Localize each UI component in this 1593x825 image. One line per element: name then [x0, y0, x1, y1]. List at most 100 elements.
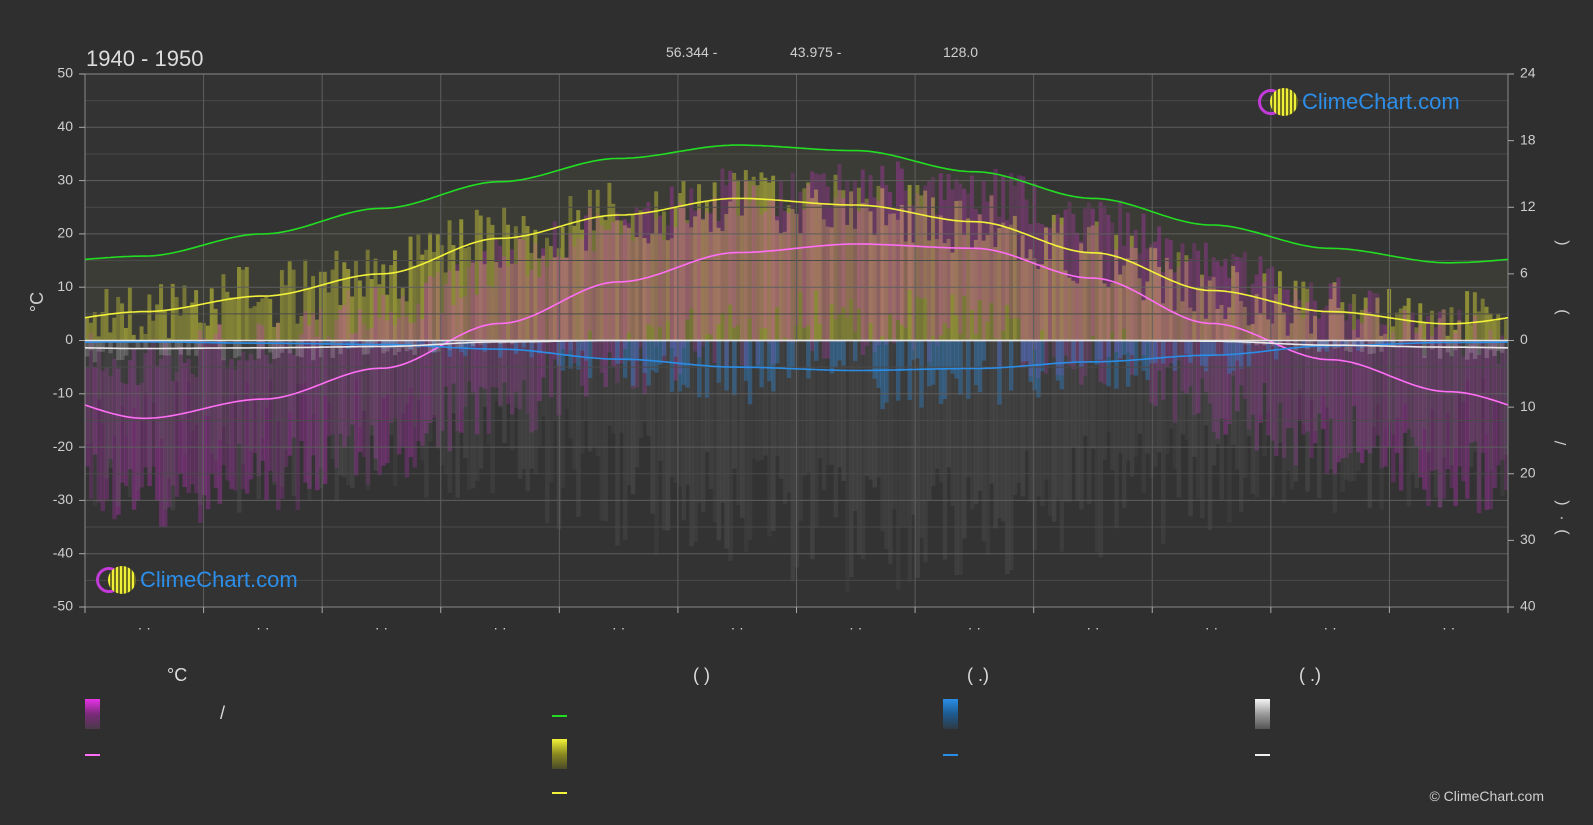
- snow-bar: [272, 340, 277, 359]
- daylight-bar: [1285, 241, 1291, 341]
- sunshine-bar: [381, 264, 386, 341]
- precipitation-bar: [1277, 340, 1283, 443]
- snow-bar: [276, 340, 281, 358]
- precipitation-bar: [623, 340, 628, 541]
- precipitation-bar: [849, 340, 854, 578]
- sunshine-bar: [1012, 215, 1018, 341]
- precipitation-bar: [1235, 340, 1240, 470]
- sunshine-bar: [966, 218, 971, 341]
- sunshine-line: [84, 197, 1509, 325]
- rain-bar: [365, 340, 371, 344]
- snow-bar: [221, 340, 226, 361]
- sunshine-bar: [1391, 326, 1396, 341]
- sunshine-bar: [116, 296, 121, 341]
- daylight-bar: [743, 145, 749, 341]
- rain-bar: [420, 340, 425, 345]
- daylight-bar: [1067, 195, 1072, 341]
- temperature-range-bar: [1359, 323, 1365, 464]
- temperature-range-bar: [1352, 329, 1357, 407]
- daylight-bar: [1332, 248, 1338, 341]
- precipitation-bar: [1200, 340, 1205, 519]
- sunshine-bar: [1453, 329, 1458, 341]
- rain-bar: [1020, 340, 1026, 362]
- precipitation-bar: [525, 340, 531, 492]
- daylight-bar: [1125, 203, 1131, 341]
- temperature-range-bar: [584, 215, 589, 397]
- daylight-bar: [221, 239, 226, 341]
- daylight-bar: [1324, 248, 1330, 341]
- temperature-range-bar: [1293, 289, 1299, 466]
- precipitation-bar: [92, 340, 98, 507]
- daylight-bar: [611, 158, 616, 341]
- temperature-range-bar: [849, 191, 854, 300]
- rain-bar: [661, 340, 667, 356]
- sunshine-bar: [112, 317, 117, 341]
- daylight-bar: [1488, 260, 1494, 341]
- daylight-bar: [802, 148, 807, 341]
- brand-logo-top[interactable]: ClimeChart.com: [1258, 88, 1460, 116]
- sunshine-bar: [1098, 251, 1104, 341]
- daylight-bar: [279, 232, 285, 341]
- precipitation-bar: [1258, 340, 1263, 416]
- sunshine-bar: [1133, 247, 1139, 341]
- sunshine-bar: [1172, 310, 1178, 341]
- precipitation-bar: [1125, 340, 1131, 461]
- precipitation-bar: [700, 340, 706, 513]
- daylight-bar: [892, 155, 897, 341]
- sunshine-bar: [704, 201, 710, 341]
- precipitation-bar: [318, 340, 324, 489]
- temperature-range-bar: [213, 334, 219, 488]
- rain-bar: [915, 340, 920, 359]
- month-tick-label: · ·: [138, 620, 151, 636]
- precipitation-bar: [1122, 340, 1127, 509]
- precipitation-bar: [1418, 340, 1423, 450]
- precipitation-bar: [451, 340, 456, 414]
- temperature-range-bar: [969, 175, 975, 311]
- rain-bar: [724, 340, 729, 391]
- precipitation-bar: [1352, 340, 1357, 482]
- precipitation-bar: [790, 340, 796, 582]
- rain-bar: [1114, 340, 1119, 389]
- sunshine-bar: [490, 224, 495, 341]
- precipitation-bar: [845, 340, 850, 592]
- rain-bar: [521, 340, 527, 348]
- sunshine-bar: [1472, 292, 1478, 341]
- sunshine-bar: [591, 230, 597, 341]
- precipitation-bar: [533, 340, 538, 475]
- temperature-range-bar: [1118, 200, 1123, 360]
- daylight-bar: [1367, 252, 1373, 341]
- temperature-range-bar: [1137, 253, 1143, 341]
- temperature-range-bar: [431, 277, 437, 419]
- snow-bar: [268, 340, 273, 353]
- temperature-range-bar: [1028, 224, 1033, 377]
- daylight-bar: [969, 171, 975, 341]
- sunshine-bar: [404, 301, 410, 341]
- temperature-range-bar: [1457, 309, 1462, 467]
- snow-bar: [1453, 340, 1458, 351]
- precipitation-bar: [1063, 340, 1069, 502]
- sunshine-bar: [837, 190, 842, 341]
- sunshine-bar: [1203, 318, 1209, 341]
- temperature-range-bar: [498, 245, 503, 406]
- rain-bar: [580, 340, 585, 351]
- daylight-bar: [771, 146, 776, 341]
- snow-bar: [330, 340, 336, 358]
- daylight-bar: [412, 203, 417, 341]
- temperature-range-bar: [88, 333, 94, 499]
- temperature-range-bar: [1301, 318, 1306, 435]
- temperature-range-bar: [1375, 293, 1380, 436]
- temperature-range-bar: [338, 309, 343, 434]
- daylight-bar: [880, 153, 885, 341]
- precipitation-bar: [759, 340, 764, 460]
- temperature-range-bar: [1235, 256, 1240, 412]
- precipitation-bar: [1383, 340, 1388, 429]
- temperature-range-bar: [533, 243, 538, 431]
- rain-bar: [650, 340, 655, 371]
- brand-logo-bottom[interactable]: ClimeChart.com: [96, 566, 298, 594]
- temperature-range-bar: [116, 368, 121, 515]
- precipitation-bar: [619, 340, 624, 433]
- daylight-bar: [755, 145, 761, 341]
- daylight-bar: [1040, 187, 1045, 341]
- daylight-bar: [1457, 262, 1462, 341]
- snow-bar: [1437, 340, 1443, 359]
